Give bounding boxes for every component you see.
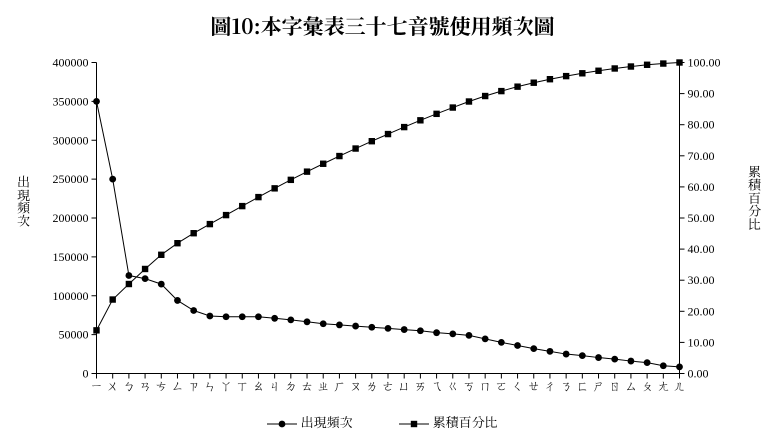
svg-text:ㄡ: ㄡ [349,376,362,395]
svg-text:40.00: 40.00 [688,242,715,256]
svg-text:ㄑ: ㄑ [511,376,524,395]
svg-text:ㄘ: ㄘ [155,376,168,395]
svg-text:ㄚ: ㄚ [220,376,233,395]
svg-text:ㄕ: ㄕ [592,376,605,395]
svg-text:200000: 200000 [53,211,89,225]
svg-text:0: 0 [83,367,89,381]
svg-text:70.00: 70.00 [688,149,715,163]
svg-text:ㄒ: ㄒ [236,376,249,395]
svg-text:ㄆ: ㄆ [641,376,654,395]
svg-text:300000: 300000 [53,133,89,147]
svg-text:90.00: 90.00 [688,87,715,101]
svg-text:ㄗ: ㄗ [187,376,200,395]
svg-text:ㄜ: ㄜ [381,376,394,395]
svg-text:ㄏ: ㄏ [333,376,346,395]
svg-text:10.00: 10.00 [688,335,715,349]
svg-text:150000: 150000 [53,250,89,264]
svg-text:400000: 400000 [53,56,89,70]
svg-text:ㄦ: ㄦ [673,376,686,395]
svg-text:20.00: 20.00 [688,304,715,318]
svg-text:ㄛ: ㄛ [495,376,508,395]
svg-text:ㄣ: ㄣ [203,376,216,395]
svg-text:ㄩ: ㄩ [398,376,411,395]
svg-text:250000: 250000 [53,172,89,186]
svg-text:ㄞ: ㄞ [414,376,427,395]
svg-text:ㄈ: ㄈ [576,376,589,395]
svg-text:ㄋ: ㄋ [560,376,573,395]
svg-text:ㄍ: ㄍ [446,376,459,395]
svg-text:ㄌ: ㄌ [365,376,378,395]
svg-text:ㄊ: ㄊ [301,376,314,395]
svg-text:30.00: 30.00 [688,273,715,287]
svg-text:80.00: 80.00 [688,118,715,132]
svg-text:ㄤ: ㄤ [657,376,670,395]
svg-text:ㄝ: ㄝ [527,376,540,395]
svg-text:ㄙ: ㄙ [624,376,637,395]
svg-text:ㄟ: ㄟ [430,376,443,395]
svg-text:ㄨ: ㄨ [106,376,119,395]
svg-text:ㄖ: ㄖ [608,376,621,395]
svg-text:ㄇ: ㄇ [479,376,492,395]
svg-text:ㄎ: ㄎ [462,376,475,395]
svg-text:0.00: 0.00 [688,367,709,381]
svg-text:ㄅ: ㄅ [122,376,135,395]
svg-text:ㄓ: ㄓ [317,376,330,395]
svg-text:ㄥ: ㄥ [171,376,184,395]
svg-text:60.00: 60.00 [688,180,715,194]
svg-text:50.00: 50.00 [688,211,715,225]
svg-text:ㄢ: ㄢ [139,376,152,395]
svg-text:ㄐ: ㄐ [268,376,281,395]
svg-text:ㄠ: ㄠ [252,376,265,395]
svg-text:ㄉ: ㄉ [284,376,297,395]
svg-text:350000: 350000 [53,94,89,108]
svg-text:100.00: 100.00 [688,56,721,70]
svg-text:ㄧ: ㄧ [90,376,103,395]
svg-text:100000: 100000 [53,289,89,303]
svg-text:50000: 50000 [59,328,89,342]
svg-text:ㄔ: ㄔ [543,376,556,395]
